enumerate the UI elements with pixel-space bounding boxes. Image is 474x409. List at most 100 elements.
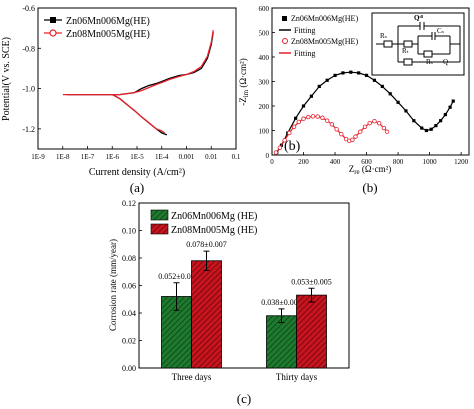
panel-a-xtick-label: 1E-5 — [130, 153, 144, 161]
panel-c-value-label: 0.038±0.005 — [261, 298, 301, 307]
panel-b-point — [282, 138, 287, 143]
panel-c-legend-series-2: Zn08Mn005Mg (HE) — [171, 225, 257, 236]
panel-b-point — [404, 109, 408, 113]
circuit-label-rct: Rₜ — [402, 47, 409, 55]
panel-a-xtick-label: 0.1 — [232, 153, 241, 161]
panel-b-inset-label: (b) — [284, 139, 301, 154]
panel-b-point — [372, 118, 377, 124]
panel-b-xtick-label: 200 — [298, 158, 309, 166]
panel-b-point — [325, 78, 329, 82]
panel-a-xlabel: Current density (A/cm²) — [89, 167, 185, 178]
panel-b-point — [381, 125, 387, 131]
panel-b-point — [420, 126, 424, 130]
panel-c-ytick-label: 0.00 — [122, 364, 136, 373]
panel-c-ytick-label: 0.02 — [122, 337, 136, 346]
panel-c-ytick-label: 0.06 — [122, 282, 136, 291]
panel-a-legend-series-1: Zn06Mn006Mg(HE) — [66, 16, 150, 27]
panel-c-ticks: 0.00 0.02 0.04 0.06 0.08 0.10 0.12 Three days Th… — [122, 199, 318, 382]
panel-b-point — [434, 124, 438, 128]
panel-c-value-label: 0.078±0.007 — [186, 240, 226, 249]
panel-b: 0 200 400 600 800 1000 1200 0 100 200 300 400 500 600… — [238, 5, 470, 195]
panel-a-legend: Zn06Mn006Mg(HE) Zn08Mn005Mg(HE) — [44, 16, 150, 40]
panel-b-point — [357, 71, 361, 75]
panel-b-point — [362, 124, 368, 130]
panel-b-point — [287, 130, 292, 136]
panel-b-point — [412, 119, 416, 123]
panel-a-series-line — [67, 32, 214, 96]
panel-a-series-line — [62, 30, 214, 96]
panel-b-ytick-label: 300 — [259, 79, 270, 87]
panel-c-legend: Zn06Mn006Mg (HE) Zn08Mn005Mg (HE) — [150, 209, 257, 236]
panel-b-point — [376, 120, 382, 126]
panel-b-point — [396, 100, 400, 104]
circuit-label-rs: Rₛ — [380, 32, 388, 40]
panel-b-point — [384, 129, 390, 134]
panel-b-point — [317, 84, 321, 88]
panel-c-bar — [296, 294, 327, 369]
panel-a-legend-series-2: Zn08Mn005Mg(HE) — [66, 29, 150, 40]
panel-a-ytick-label: -0.6 — [22, 4, 35, 13]
panel-b-point — [291, 124, 297, 130]
panel-b-point — [424, 128, 429, 133]
panel-b-point — [350, 137, 355, 143]
panel-b-point — [353, 134, 358, 139]
panel-c-ylabel: Corrosion rate (mm/year) — [108, 239, 118, 331]
panel-b-ytick-label: 0 — [266, 152, 270, 160]
panel-b-xtick-label: 1000 — [423, 158, 438, 166]
panel-a: 1E-9 1E-8 1E-7 1E-6 1E-5 1E-4 0.001 0.01 0.1 -0.6… — [1, 4, 241, 195]
panel-a-xtick-label: 1E-4 — [155, 153, 169, 161]
panel-b-point — [294, 116, 298, 120]
panel-a-xtick-label: 1E-7 — [81, 153, 95, 161]
panel-c: 0.00 0.02 0.04 0.06 0.08 0.10 0.12 Three days Th… — [108, 199, 350, 406]
panel-b-fit-line — [276, 71, 454, 153]
panel-c-value-label: 0.052±0.01 — [158, 272, 194, 281]
panel-b-point — [306, 114, 311, 120]
panel-b-point — [320, 115, 325, 120]
circuit-label-qdl: Qᵈˡ — [414, 14, 424, 22]
panel-b-point — [277, 145, 283, 150]
panel-c-category-label: Thirty days — [276, 372, 318, 382]
panel-a-ytick-label: -1.0 — [22, 85, 35, 94]
panel-b-point — [301, 104, 306, 108]
panel-b-ytick-label: 400 — [259, 54, 270, 62]
panel-a-xtick-label: 0.001 — [179, 153, 195, 161]
panel-b-point — [333, 73, 337, 77]
panel-c-value-label: 0.053±0.005 — [291, 277, 331, 286]
panel-b-point — [273, 150, 279, 155]
panel-b-point — [448, 105, 452, 109]
panel-c-bar — [266, 315, 297, 369]
panel-b-point — [310, 114, 316, 119]
panel-b-legend: Zn06Mn006Mg(HE) Fitting Zn08Mn005Mg(HE) … — [279, 14, 358, 58]
panel-a-series — [62, 30, 214, 136]
panel-a-xtick-label: 1E-8 — [56, 153, 70, 161]
panel-a-xtick-label: 0.01 — [205, 153, 218, 161]
panel-c-ytick-label: 0.04 — [122, 309, 136, 318]
panel-a-ticks: 1E-9 1E-8 1E-7 1E-6 1E-5 1E-4 0.001 0.01 0.1 -0.6… — [22, 4, 241, 161]
panel-b-label: (b) — [362, 180, 377, 195]
panel-b-ticks: 0 200 400 600 800 1000 1200 0 100 200 300 400 500 600 — [259, 5, 469, 166]
panel-b-point — [388, 92, 392, 96]
panel-b-point — [339, 131, 344, 137]
panel-c-label: (c) — [237, 391, 251, 406]
panel-b-xtick-label: 1200 — [454, 158, 469, 166]
panel-b-point — [309, 94, 313, 98]
panel-c-category-label: Three days — [172, 372, 212, 382]
panel-b-point — [451, 99, 455, 103]
panel-b-point — [429, 127, 433, 131]
panel-b-ytick-label: 600 — [259, 5, 270, 13]
panel-b-series — [273, 70, 455, 155]
panel-b-xlabel: Zre (Ω·cm²) — [349, 164, 392, 176]
panel-b-point — [372, 78, 377, 82]
panel-b-legend-fit-1: Fitting — [294, 26, 315, 35]
panel-a-xtick-label: 1E-9 — [31, 153, 45, 161]
panel-c-legend-series-1: Zn06Mn006Mg (HE) — [171, 211, 257, 222]
panel-b-point — [329, 122, 335, 127]
panel-b-ylabel: -Zim (Ω·cm²) — [238, 58, 250, 106]
panel-b-point — [324, 118, 330, 123]
panel-c-ytick-label: 0.08 — [122, 254, 136, 263]
panel-b-point — [301, 116, 306, 121]
panel-b-legend-series-1: Zn06Mn006Mg(HE) — [291, 14, 358, 23]
panel-b-legend-fit-2: Fitting — [294, 49, 315, 58]
panel-b-point — [439, 119, 443, 123]
